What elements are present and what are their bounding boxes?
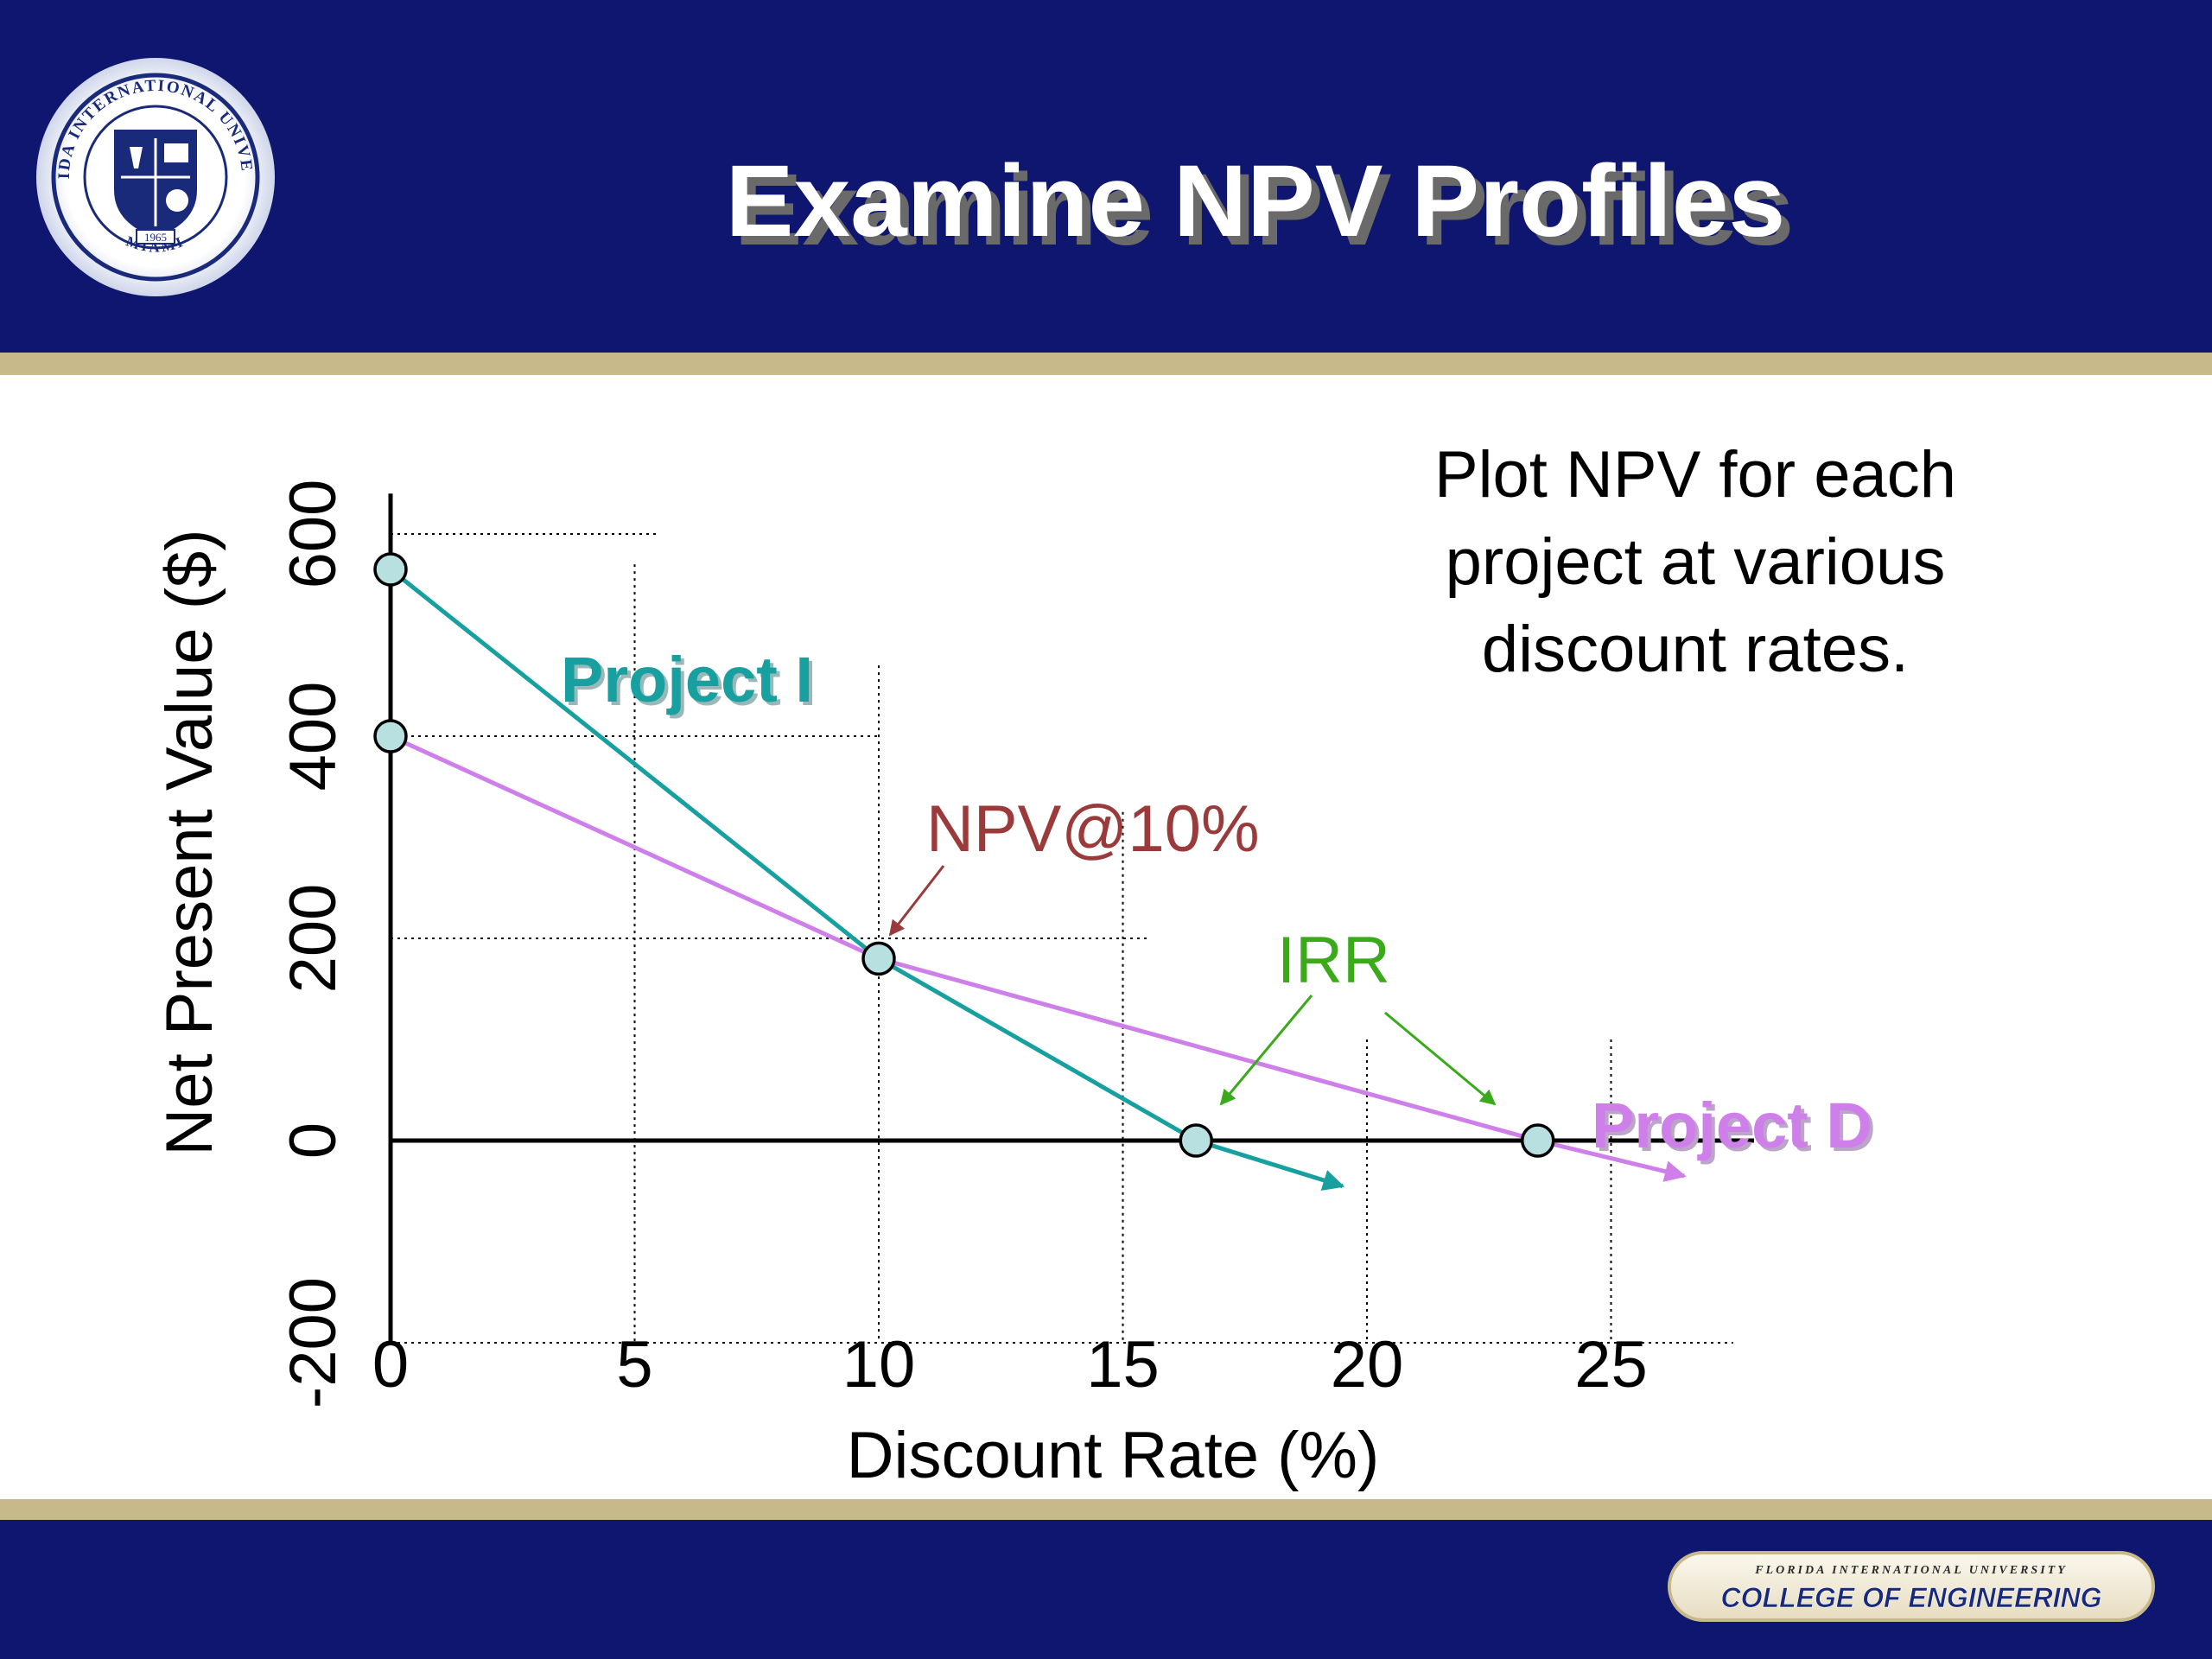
irr-arrow-right [1384,1011,1497,1106]
project-d-label: Project D [1592,1090,1872,1161]
npv-annotation: NPV@10% [926,792,1260,866]
npv-annotation-arrow [888,865,945,937]
project-i-point [373,552,408,587]
header-gold-stripe [0,353,2212,375]
x-tick-label: 20 [1331,1328,1404,1402]
irr-annotation: IRR [1277,924,1390,997]
project-d-label-shadow: Project D [1595,1093,1876,1165]
university-seal: FLORIDA INTERNATIONAL UNIVERSITY MIAMI 1… [0,0,275,296]
y-axis-label: Net Present Value ($) [153,529,226,1155]
x-tick-label: 10 [842,1328,916,1402]
project-d-line [389,734,1687,1182]
title-shadow: Examine NPV Profiles [734,153,1794,267]
note-line-3: discount rates. [1482,613,1909,686]
project-i-point [1179,1123,1213,1158]
note-text: Plot NPV for each project at various dis… [1434,438,1956,686]
x-tick-label: 25 [1574,1328,1648,1402]
x-tick-label: 5 [616,1328,652,1402]
project-i-label: Project I [561,644,813,715]
npv-chart: 0 5 10 15 20 25 -200 0 200 400 600 Discount Rate (… [153,480,1876,1492]
note-line-1: Plot NPV for each [1434,438,1956,512]
x-tick-label: 0 [372,1328,409,1402]
torch-icon [130,147,143,168]
y-tick-label: 600 [276,480,350,589]
globe-icon [166,189,188,212]
project-d-point [373,719,408,753]
header-banner [0,0,2212,353]
badge-top-text: FLORIDA INTERNATIONAL UNIVERSITY [1754,1564,2068,1577]
footer-gold-stripe [0,1499,2212,1520]
y-tick-label: 0 [276,1122,350,1159]
tick-labels: 0 5 10 15 20 25 -200 0 200 400 600 [276,480,1648,1408]
x-tick-label: 15 [1086,1328,1160,1402]
project-i-label-shadow: Project I [564,647,817,719]
irr-arrow-left [1219,995,1313,1106]
page-title: Examine NPV Profiles [726,144,1785,258]
project-i-point [861,941,896,976]
y-tick-label: 400 [276,682,350,791]
x-axis-label: Discount Rate (%) [847,1419,1380,1492]
college-badge: FLORIDA INTERNATIONAL UNIVERSITY COLLEGE… [1668,1551,2155,1622]
seal-year: 1965 [144,231,167,244]
project-d-point [1521,1123,1555,1158]
book-icon [164,143,188,162]
markers [373,552,1555,1158]
project-i-line [389,568,1345,1191]
y-tick-label: -200 [276,1277,350,1408]
note-line-2: project at various [1446,525,1946,599]
y-tick-label: 200 [276,884,350,994]
badge-main-text: COLLEGE OF ENGINEERING [1721,1582,2102,1613]
grid [391,533,1733,1344]
series [389,568,1687,1191]
